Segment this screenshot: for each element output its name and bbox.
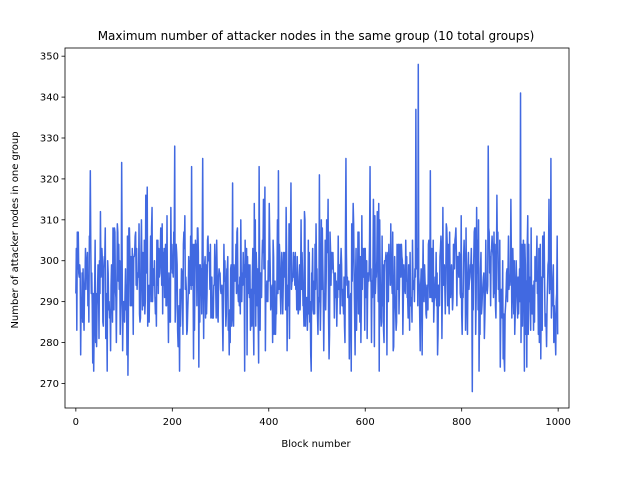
y-tick-label: 350: [40, 52, 59, 63]
x-axis-ticks: 0 200 400 600 800 1000: [73, 408, 571, 428]
series-line: [75, 63, 559, 393]
x-tick-label: 1000: [545, 417, 570, 428]
y-tick-label: 290: [40, 297, 59, 308]
y-tick-label: 320: [40, 174, 59, 185]
y-tick-label: 330: [40, 134, 59, 145]
y-axis-label: Number of attacker nodes in one group: [10, 131, 21, 328]
x-tick-label: 200: [163, 417, 182, 428]
chart-title: Maximum number of attacker nodes in the …: [98, 29, 535, 43]
y-tick-label: 270: [40, 379, 59, 390]
y-tick-label: 300: [40, 256, 59, 267]
x-tick-label: 800: [452, 417, 471, 428]
y-tick-label: 280: [40, 338, 59, 349]
x-tick-label: 400: [259, 417, 278, 428]
x-tick-label: 0: [73, 417, 79, 428]
y-axis-ticks: 270 280 290 300 310 320 330 340 350: [40, 52, 65, 390]
y-tick-label: 310: [40, 215, 59, 226]
y-tick-label: 340: [40, 93, 59, 104]
x-tick-label: 600: [356, 417, 375, 428]
plot-area: [75, 63, 559, 393]
x-axis-label: Block number: [281, 439, 351, 450]
plot-frame: [64, 47, 570, 409]
